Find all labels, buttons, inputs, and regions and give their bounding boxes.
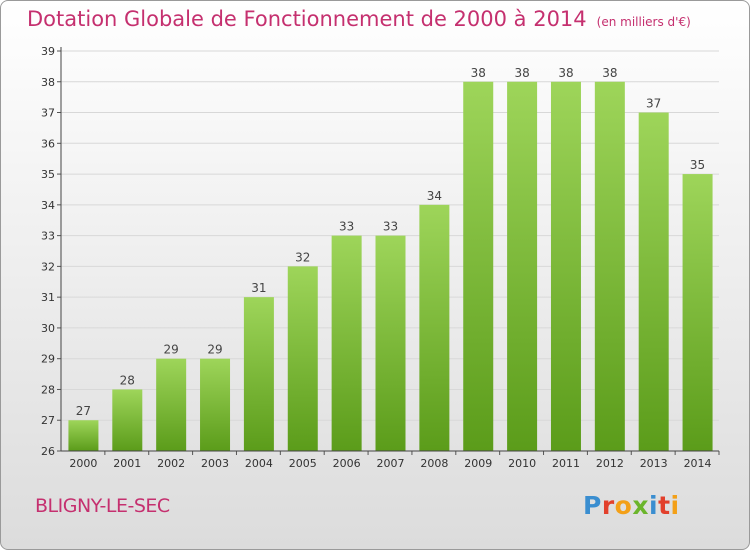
logo-letter: P [583,491,602,520]
y-tick-label: 28 [41,383,55,396]
bar-value-label: 35 [690,158,705,172]
bar-value-label: 31 [251,281,266,295]
bar [463,81,494,452]
y-tick-label: 26 [41,445,55,458]
bar [331,235,362,451]
bar [594,81,625,452]
axes [60,47,719,452]
bar-value-label: 32 [295,250,310,264]
bar-value-label: 29 [207,343,222,357]
logo-letter: t [658,491,671,520]
title-text: Dotation Globale de Fonctionnement de 20… [27,7,587,31]
y-tick-label: 34 [41,199,55,212]
x-tick-label: 2003 [201,457,229,470]
y-tick-label: 35 [41,168,55,181]
logo-letter: x [632,491,649,520]
y-tick-label: 32 [41,260,55,273]
bar-value-label: 38 [558,66,573,80]
logo-letter: r [601,491,615,520]
bar-value-label: 38 [514,66,529,80]
commune-name: BLIGNY-LE-SEC [35,495,170,517]
x-tick-label: 2005 [289,457,317,470]
y-tick-label: 36 [41,137,55,150]
x-tick-label: 2011 [552,457,580,470]
bar [243,297,274,451]
y-tick-label: 29 [41,353,55,366]
bar-value-label: 33 [339,220,354,234]
bar-value-label: 38 [471,66,486,80]
unit-note: (en milliers d'€) [596,15,691,29]
y-tick-label: 38 [41,76,55,89]
x-tick-label: 2010 [508,457,536,470]
bar [638,112,669,452]
x-tick-label: 2012 [596,457,624,470]
y-axis-ticks: 26 27 28 29 30 31 32 33 34 35 36 37 38 39 [41,45,61,458]
x-tick-label: 2000 [69,457,97,470]
bar [287,266,318,451]
y-tick-label: 31 [41,291,55,304]
x-tick-label: 2004 [245,457,273,470]
y-tick-label: 39 [41,45,55,58]
y-tick-label: 27 [41,414,55,427]
x-tick-label: 2001 [113,457,141,470]
logo-letter: i [649,491,659,520]
x-tick-label: 2013 [640,457,668,470]
x-tick-label: 2002 [157,457,185,470]
x-tick-label: 2014 [684,457,712,470]
logo-letter: i [670,491,680,520]
y-tick-label: 30 [41,322,55,335]
x-tick-label: 2009 [464,457,492,470]
bar [419,204,450,451]
proxiti-logo: Proxiti [583,491,680,520]
bars [68,81,713,452]
bar [200,358,231,451]
bar-value-label: 29 [164,343,179,357]
bar-value-label: 33 [383,220,398,234]
bar [375,235,406,451]
y-tick-label: 37 [41,107,55,120]
bar-value-label: 28 [120,373,135,387]
y-tick-label: 33 [41,230,55,243]
bar [156,358,187,451]
bar-value-label: 27 [76,404,91,418]
x-tick-label: 2007 [377,457,405,470]
x-axis-ticks: 2000 2001 2002 2003 2004 2005 2006 2007 2008 2009… [69,451,720,470]
chart-title: Dotation Globale de Fonctionnement de 20… [27,7,691,31]
logo-letter: o [614,491,633,520]
x-tick-label: 2008 [420,457,448,470]
x-tick-label: 2006 [333,457,361,470]
bar-value-label: 34 [427,189,442,203]
bar-value-label: 37 [646,97,661,111]
data-labels: 27 28 29 29 31 32 33 33 34 38 38 38 38 37 35 [76,66,705,418]
bar [550,81,581,452]
bar [112,389,143,451]
bar [682,174,713,452]
bar [68,420,99,451]
bar-value-label: 38 [602,66,617,80]
bar [507,81,538,452]
